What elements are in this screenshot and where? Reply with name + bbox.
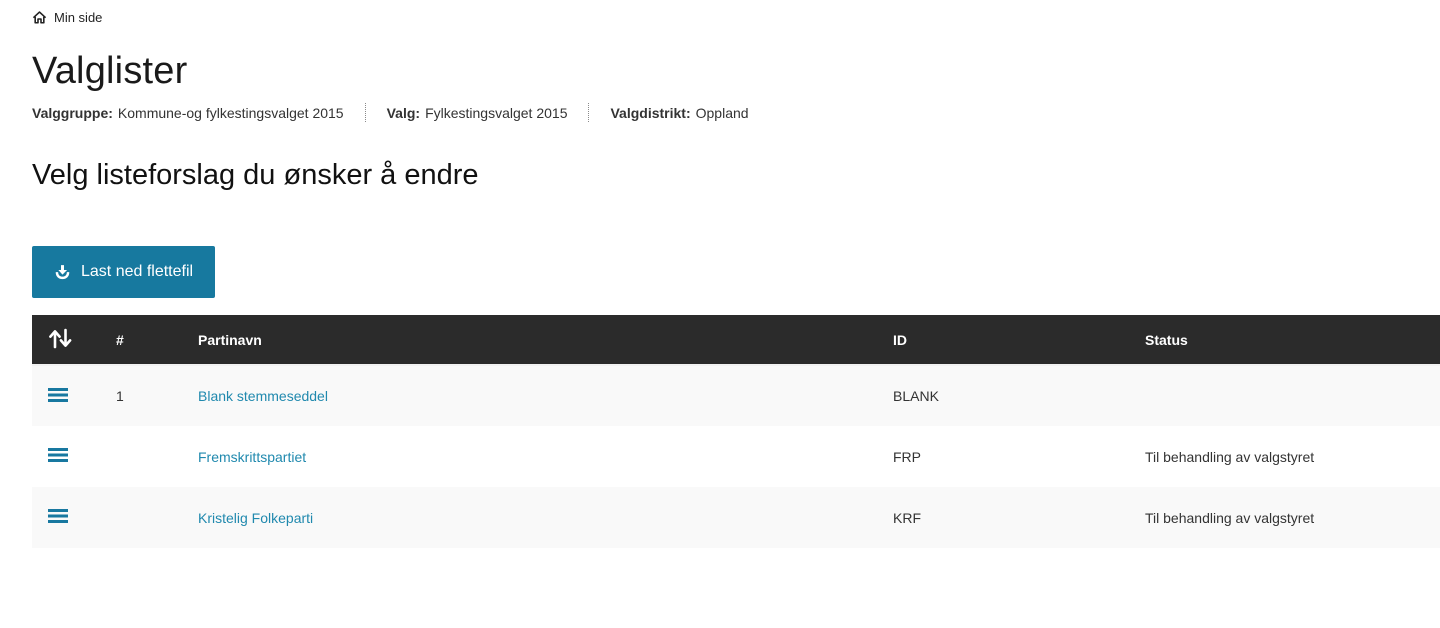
row-id: BLANK <box>893 388 939 404</box>
context-valggruppe: Valggruppe: Kommune-og fylkestingsvalget … <box>32 105 344 121</box>
election-context-bar: Valggruppe: Kommune-og fylkestingsvalget … <box>32 103 1440 122</box>
table-row: Fremskrittspartiet FRP Til behandling av… <box>32 426 1440 487</box>
party-link[interactable]: Kristelig Folkeparti <box>198 509 314 526</box>
party-link[interactable]: Blank stemmeseddel <box>198 388 328 404</box>
context-valgdistrikt-label: Valgdistrikt: <box>610 104 691 121</box>
column-header-id: ID <box>877 315 1129 366</box>
download-icon <box>54 264 71 281</box>
row-number <box>100 487 182 548</box>
download-button-label: Last ned flettefil <box>81 263 194 280</box>
context-divider <box>588 103 590 122</box>
table-header-row: # Partinavn ID Status <box>32 315 1440 366</box>
drag-handle-icon[interactable] <box>48 509 68 523</box>
context-valggruppe-label: Valggruppe: <box>32 104 113 121</box>
row-number: 1 <box>116 388 124 404</box>
row-status <box>1129 365 1440 426</box>
column-header-partinavn: Partinavn <box>182 315 877 366</box>
home-icon <box>32 10 47 25</box>
row-status: Til behandling av valgstyret <box>1145 509 1315 526</box>
context-valg-label: Valg: <box>386 104 421 121</box>
table-row: 1 Blank stemmeseddel BLANK <box>32 365 1440 426</box>
context-valgdistrikt-value: Oppland <box>695 104 749 121</box>
column-header-number: # <box>100 315 182 366</box>
sort-arrows-icon <box>48 328 73 349</box>
download-flettefil-button[interactable]: Last ned flettefil <box>32 246 216 298</box>
section-heading: Velg listeforslag du ønsker å endre <box>32 159 479 191</box>
context-divider <box>364 103 366 122</box>
context-valg: Valg: Fylkestingsvalget 2015 <box>387 105 568 121</box>
row-id: KRF <box>893 509 921 526</box>
column-header-status: Status <box>1129 315 1440 366</box>
column-header-reorder <box>32 315 100 366</box>
party-link[interactable]: Fremskrittspartiet <box>198 448 307 465</box>
listeforslag-table: # Partinavn ID Status 1 Blank stemmesedd… <box>32 315 1440 548</box>
row-number <box>100 426 182 487</box>
drag-handle-icon[interactable] <box>48 448 68 462</box>
row-id: FRP <box>893 448 921 465</box>
context-valggruppe-value: Kommune-og fylkestingsvalget 2015 <box>117 104 344 121</box>
page-title: Valglister <box>32 50 188 92</box>
breadcrumb-label: Min side <box>54 10 103 25</box>
context-valgdistrikt: Valgdistrikt: Oppland <box>610 105 748 121</box>
drag-handle-icon[interactable] <box>48 387 68 402</box>
row-status: Til behandling av valgstyret <box>1145 448 1315 465</box>
context-valg-value: Fylkestingsvalget 2015 <box>425 104 568 121</box>
table-row: Kristelig Folkeparti KRF Til behandling … <box>32 487 1440 548</box>
breadcrumb-min-side[interactable]: Min side <box>32 10 102 25</box>
